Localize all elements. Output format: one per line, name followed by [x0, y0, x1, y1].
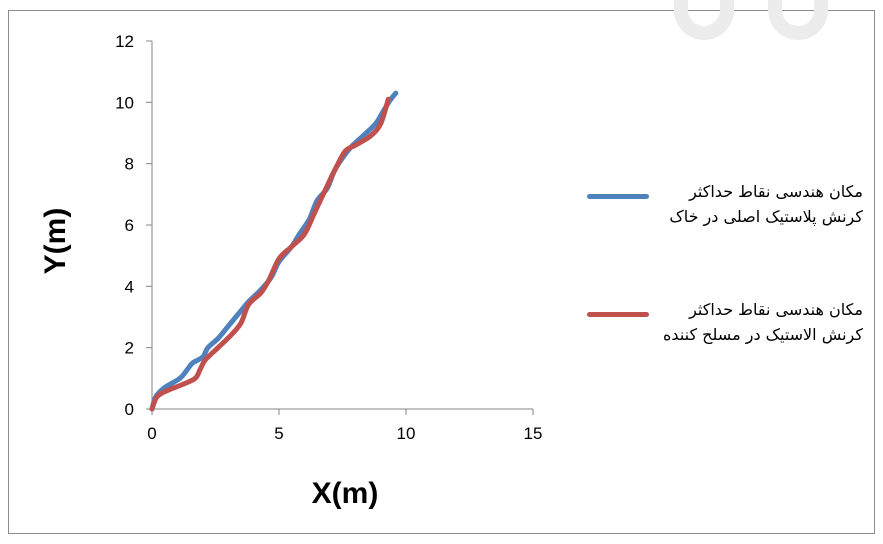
series-line-2 — [149, 96, 391, 412]
x-tick-label: 0 — [147, 424, 156, 443]
x-tick-label: 5 — [274, 424, 283, 443]
legend-label-2: مکان هندسی نقاط حداکثر کرنش الاستیک در م… — [663, 300, 863, 344]
legend: مکان هندسی نقاط حداکثر کرنش پلاستیک اصلی… — [587, 179, 871, 409]
chart-frame: 0 2 4 6 8 10 12 0 5 10 15 X(m) Y(m) مکان هندسی نقا… — [8, 10, 875, 534]
y-tick-label: 4 — [125, 277, 134, 296]
y-axis-title: Y(m) — [39, 208, 72, 275]
x-axis-title: X(m) — [312, 477, 379, 510]
legend-swatch-2 — [587, 312, 649, 317]
legend-label-1: مکان هندسی نقاط حداکثر کرنش پلاستیک اصلی… — [669, 182, 863, 226]
y-tick-label: 6 — [125, 216, 134, 235]
tick-labels: 0 2 4 6 8 10 12 0 5 10 15 — [115, 32, 542, 443]
y-tick-label: 0 — [125, 400, 134, 419]
legend-swatch-1 — [587, 194, 649, 199]
y-tick-label: 8 — [125, 155, 134, 174]
y-tick-label: 12 — [115, 32, 134, 51]
x-tick-label: 15 — [524, 424, 543, 443]
x-tick-label: 10 — [397, 424, 416, 443]
series-lines — [149, 90, 399, 412]
axes — [146, 40, 534, 415]
y-tick-label: 10 — [115, 93, 134, 112]
y-tick-label: 2 — [125, 339, 134, 358]
line-chart: 0 2 4 6 8 10 12 0 5 10 15 X(m) Y(m) — [39, 32, 542, 510]
